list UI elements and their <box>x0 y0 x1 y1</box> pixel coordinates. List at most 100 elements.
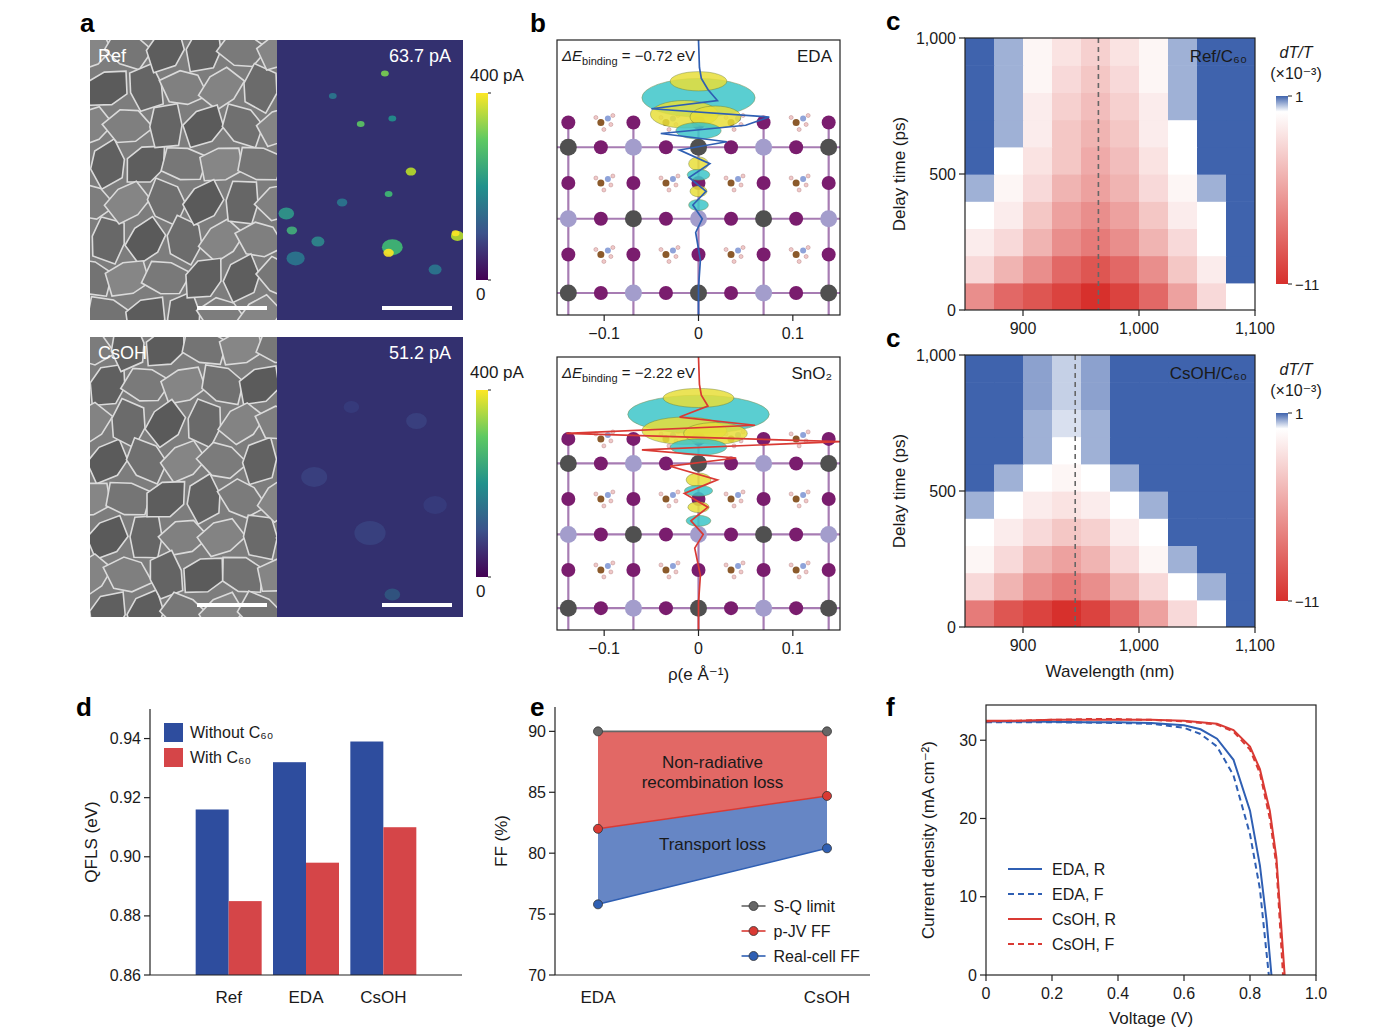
isosurface <box>663 388 734 407</box>
heat-cell <box>1168 147 1198 175</box>
legend-swatch <box>749 902 758 911</box>
heat-cell <box>1081 228 1111 256</box>
atom <box>804 183 808 187</box>
heat-cell <box>965 464 995 492</box>
atom <box>820 455 837 472</box>
isosurface <box>690 186 707 197</box>
grain <box>147 482 185 517</box>
atom <box>800 432 806 438</box>
x-tick-label: 0.1 <box>782 640 804 657</box>
y-tick <box>549 792 555 793</box>
atom <box>741 490 745 494</box>
heat-cell <box>1110 228 1140 256</box>
heat-cell <box>1226 120 1255 148</box>
heat-cell <box>1081 545 1111 573</box>
label-line: Transport loss <box>659 835 766 854</box>
heat-cell <box>1197 147 1227 175</box>
heat-cell <box>965 92 995 120</box>
heat-cell <box>965 573 995 601</box>
atom <box>611 490 615 494</box>
legend-label: p-JV FF <box>774 923 831 940</box>
colorbar-label: 0 <box>476 285 485 304</box>
atom <box>806 561 810 565</box>
isosurface <box>689 200 709 211</box>
heat-cell <box>1226 382 1255 410</box>
heat-cell <box>1081 409 1111 437</box>
y-tick-label: 1,000 <box>916 30 956 47</box>
heat-cell <box>994 437 1024 465</box>
atom <box>602 260 606 264</box>
heat-cell <box>1139 120 1169 148</box>
y-tick-label: 30 <box>959 732 977 749</box>
atom <box>735 176 741 182</box>
x-tick <box>698 630 699 636</box>
x-tick-label: 900 <box>1010 637 1037 654</box>
axis-title: QFLS (eV) <box>82 801 101 882</box>
heat-cell <box>1023 545 1053 573</box>
atom <box>597 180 604 187</box>
atom <box>561 248 575 262</box>
heat-cell <box>1081 201 1111 229</box>
atom <box>800 176 806 182</box>
heat-cell <box>1197 491 1227 519</box>
atom <box>625 210 642 227</box>
grain <box>106 483 151 515</box>
grain <box>200 148 243 181</box>
heat-cell <box>965 38 995 66</box>
heat-cell <box>1139 464 1169 492</box>
heat-cell <box>1226 256 1255 284</box>
heat-cell <box>1052 518 1082 546</box>
atom <box>806 114 810 118</box>
heat-cell <box>1110 437 1140 465</box>
category-label: CsOH <box>804 988 850 1007</box>
plot-area <box>90 337 277 617</box>
current-map <box>277 337 463 617</box>
atom <box>757 248 771 262</box>
heat-cell <box>1081 355 1111 383</box>
heat-cell <box>1110 464 1140 492</box>
grain <box>161 367 206 404</box>
atom <box>561 492 575 506</box>
colorbar-tick <box>1288 601 1292 602</box>
heat-cell <box>1023 600 1053 627</box>
atom <box>793 251 800 258</box>
atom <box>789 456 803 470</box>
plot-area <box>594 727 832 909</box>
atom <box>561 176 575 190</box>
atom <box>735 492 741 498</box>
heat-cell <box>1081 573 1111 601</box>
ff-point <box>594 900 603 909</box>
colorbar <box>476 390 488 577</box>
bar <box>383 827 416 975</box>
atom <box>667 504 671 508</box>
axis-title: Current density (mA cm⁻²) <box>919 741 938 939</box>
atom <box>659 527 673 541</box>
frame <box>986 705 1316 975</box>
category-label: CsOH <box>360 988 406 1007</box>
heat-cell <box>1139 437 1169 465</box>
atom <box>789 140 803 154</box>
axis-title: ρ(e Å⁻¹) <box>668 665 729 684</box>
atom <box>789 563 793 567</box>
atom <box>724 527 738 541</box>
atom <box>662 495 669 502</box>
grain <box>145 399 185 447</box>
x-tick <box>1183 975 1184 981</box>
atom <box>806 174 810 178</box>
isosurface <box>688 502 709 513</box>
atom <box>793 180 800 187</box>
y-tick <box>980 896 986 897</box>
heat-cell <box>1139 65 1169 93</box>
y-tick <box>980 740 986 741</box>
heat-cell <box>1226 437 1255 465</box>
heat-cell <box>1226 147 1255 175</box>
legend-label: CsOH, R <box>1052 911 1116 928</box>
ff-point <box>594 727 603 736</box>
atom <box>674 499 678 503</box>
atom <box>797 128 801 132</box>
atom <box>560 139 577 156</box>
heat-cell <box>965 491 995 519</box>
grain <box>197 519 246 557</box>
x-tick-label: 0.4 <box>1107 985 1129 1002</box>
heat-cell <box>1197 382 1227 410</box>
